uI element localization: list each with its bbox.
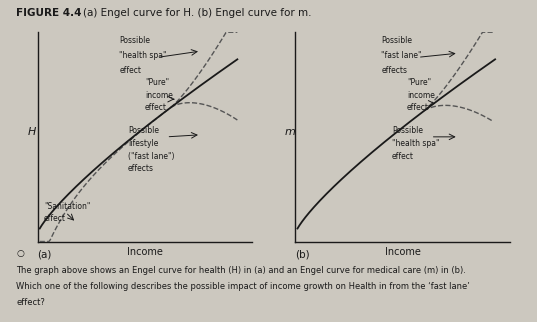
Text: "Pure": "Pure" xyxy=(145,78,169,87)
Text: "fast lane": "fast lane" xyxy=(381,51,422,60)
Text: effect: effect xyxy=(145,103,167,112)
Text: Possible: Possible xyxy=(392,126,423,135)
Text: effect: effect xyxy=(44,214,66,223)
Text: ("fast lane"): ("fast lane") xyxy=(128,151,175,160)
Text: Which one of the following describes the possible impact of income growth on Hea: Which one of the following describes the… xyxy=(16,282,470,291)
Text: ○: ○ xyxy=(16,249,24,258)
Text: effect: effect xyxy=(119,66,141,75)
Text: effect: effect xyxy=(407,103,429,112)
Text: Possible: Possible xyxy=(128,126,159,135)
Text: effects: effects xyxy=(128,164,154,173)
Text: "health spa": "health spa" xyxy=(119,51,166,60)
Text: income: income xyxy=(145,91,173,100)
Text: "Pure": "Pure" xyxy=(407,78,431,87)
Text: FIGURE 4.4: FIGURE 4.4 xyxy=(16,8,82,18)
Text: "Sanitation": "Sanitation" xyxy=(44,202,90,211)
Y-axis label: H: H xyxy=(28,127,36,137)
Y-axis label: m: m xyxy=(285,127,295,137)
Text: (b): (b) xyxy=(295,250,310,260)
Text: effects: effects xyxy=(381,66,407,75)
X-axis label: Income: Income xyxy=(385,247,420,257)
Text: income: income xyxy=(407,91,435,100)
Text: Possible: Possible xyxy=(381,36,412,45)
Text: effect: effect xyxy=(392,151,414,160)
Text: lifestyle: lifestyle xyxy=(128,139,158,148)
Text: The graph above shows an Engel curve for health (H) in (a) and an Engel curve fo: The graph above shows an Engel curve for… xyxy=(16,266,466,275)
Text: (a): (a) xyxy=(38,250,52,260)
Text: "health spa": "health spa" xyxy=(392,139,439,148)
X-axis label: Income: Income xyxy=(127,247,163,257)
Text: effect?: effect? xyxy=(16,298,45,307)
Text: (a) Engel curve for H. (b) Engel curve for m.: (a) Engel curve for H. (b) Engel curve f… xyxy=(83,8,312,18)
Text: Possible: Possible xyxy=(119,36,150,45)
